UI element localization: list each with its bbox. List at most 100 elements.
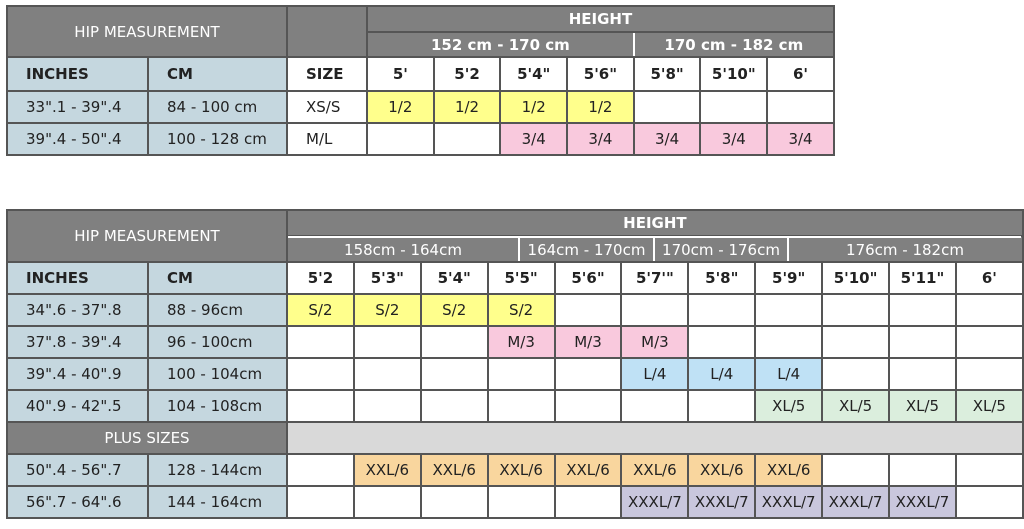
inches-cell: 34".6 - 37".8	[6, 293, 149, 327]
inches-cell: 39".4 - 40".9	[6, 357, 149, 391]
height-column-header: 5'10"	[821, 261, 891, 295]
size-value-cell: 1/2	[499, 90, 569, 124]
size-value-cell: XXXL/7	[620, 485, 690, 519]
height-header: HEIGHT	[366, 5, 835, 33]
inches-cell: 56".7 - 64".6	[6, 485, 149, 519]
empty-cell	[699, 90, 769, 124]
height-ranges: 158cm - 164cm 164cm - 170cm 170cm - 176c…	[288, 236, 1021, 261]
size-value-cell: S/2	[486, 293, 556, 327]
inches-cell: 37".8 - 39".4	[6, 325, 149, 359]
size-chart-table-1: HIP MEASUREMENT HEIGHT 152 cm - 170 cm 1…	[6, 5, 835, 156]
size-value-cell: XXL/6	[419, 453, 489, 487]
table-row: 34".6 - 37".8 88 - 96cm S/2 S/2 S/2 S/2	[6, 293, 1024, 327]
blank-header	[286, 5, 368, 58]
size-value-cell: S/2	[419, 293, 489, 327]
size-cell: M/L	[286, 122, 368, 156]
empty-cell	[553, 485, 623, 519]
inches-column-header: INCHES	[6, 56, 149, 92]
empty-cell	[620, 293, 690, 327]
height-column-header: 5'3"	[352, 261, 422, 295]
cm-cell: 144 - 164cm	[147, 485, 288, 519]
size-value-cell: 1/2	[566, 90, 635, 124]
empty-cell	[352, 325, 422, 359]
height-column-header: 5'4"	[499, 56, 569, 92]
empty-cell	[553, 293, 623, 327]
hip-measurement-header: HIP MEASUREMENT	[6, 209, 288, 263]
empty-cell	[419, 485, 489, 519]
empty-cell	[954, 325, 1024, 359]
height-column-header: 5'	[366, 56, 435, 92]
cm-cell: 88 - 96cm	[147, 293, 288, 327]
table-row: 56".7 - 64".6 144 - 164cm XXXL/7 XXXL/7 XXXL…	[6, 485, 1024, 519]
empty-cell	[352, 485, 422, 519]
size-cell: XS/S	[286, 90, 368, 124]
empty-cell	[888, 357, 957, 391]
height-column-header: 5'5"	[486, 261, 556, 295]
empty-cell	[419, 325, 489, 359]
size-value-cell: 3/4	[499, 122, 569, 156]
cm-cell: 100 - 128 cm	[147, 122, 288, 156]
table-row: 37".8 - 39".4 96 - 100cm M/3 M/3 M/3	[6, 325, 1024, 359]
height-range: 170cm - 176cm	[653, 238, 787, 261]
empty-cell	[352, 389, 422, 423]
inches-cell: 50".4 - 56".7	[6, 453, 149, 487]
cm-column-header: CM	[147, 261, 288, 295]
size-value-cell: 1/2	[432, 90, 502, 124]
height-column-header: 5'4"	[419, 261, 489, 295]
size-value-cell: M/3	[620, 325, 690, 359]
empty-cell	[553, 357, 623, 391]
height-column-header: 5'6"	[553, 261, 623, 295]
empty-cell	[821, 293, 891, 327]
cm-cell: 84 - 100 cm	[147, 90, 288, 124]
empty-cell	[486, 389, 556, 423]
empty-cell	[954, 357, 1024, 391]
size-value-cell: 3/4	[632, 122, 702, 156]
empty-cell	[687, 325, 757, 359]
size-value-cell: XL/5	[954, 389, 1024, 423]
height-column-header: 5'8"	[687, 261, 757, 295]
empty-cell	[632, 90, 702, 124]
size-value-cell: XXXL/7	[888, 485, 957, 519]
height-column-header: 5'10"	[699, 56, 769, 92]
empty-cell	[888, 453, 957, 487]
height-header: HEIGHT	[286, 209, 1024, 237]
empty-cell	[954, 293, 1024, 327]
size-value-cell: 1/2	[366, 90, 435, 124]
empty-cell	[486, 357, 556, 391]
height-column-header: 5'2	[432, 56, 502, 92]
empty-cell	[954, 485, 1024, 519]
size-value-cell: L/4	[754, 357, 824, 391]
cm-cell: 96 - 100cm	[147, 325, 288, 359]
empty-cell	[486, 485, 556, 519]
empty-cell	[419, 357, 489, 391]
size-value-cell: L/4	[620, 357, 690, 391]
empty-cell	[754, 325, 824, 359]
empty-cell	[286, 325, 355, 359]
size-column-header: SIZE	[286, 56, 368, 92]
empty-cell	[954, 453, 1024, 487]
height-column-header: 6'	[954, 261, 1024, 295]
empty-cell	[888, 325, 957, 359]
size-value-cell: XL/5	[754, 389, 824, 423]
size-value-cell: L/4	[687, 357, 757, 391]
plus-sizes-header: PLUS SIZES	[6, 421, 288, 455]
size-value-cell: XXL/6	[553, 453, 623, 487]
empty-cell	[687, 293, 757, 327]
hip-measurement-header: HIP MEASUREMENT	[6, 5, 288, 58]
empty-cell	[754, 293, 824, 327]
size-value-cell: XL/5	[821, 389, 891, 423]
height-column-header: 5'11"	[888, 261, 957, 295]
height-range: 158cm - 164cm	[344, 240, 462, 259]
inches-column-header: INCHES	[6, 261, 149, 295]
size-value-cell: XXL/6	[486, 453, 556, 487]
size-value-cell: XXXL/7	[687, 485, 757, 519]
empty-cell	[286, 357, 355, 391]
empty-cell	[352, 357, 422, 391]
inches-cell: 39".4 - 50".4	[6, 122, 149, 156]
size-value-cell: S/2	[352, 293, 422, 327]
height-range: 170 cm - 182 cm	[632, 31, 835, 58]
empty-cell	[286, 485, 355, 519]
empty-cell	[821, 453, 891, 487]
empty-cell	[687, 389, 757, 423]
height-column-header: 5'8"	[632, 56, 702, 92]
